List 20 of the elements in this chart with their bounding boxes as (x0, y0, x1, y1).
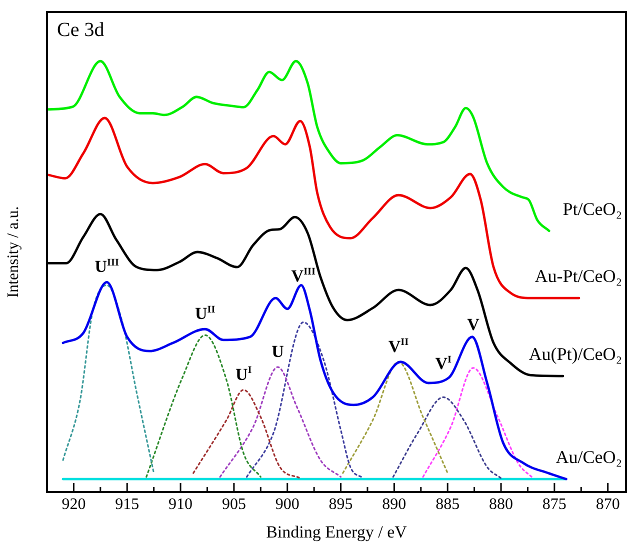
series-label: Au/CeO₂ (556, 447, 622, 468)
x-tick-label: 915 (115, 496, 140, 513)
series-label: Pt/CeO₂ (562, 198, 622, 219)
x-tick-label: 875 (542, 496, 566, 513)
annotation: V (467, 315, 480, 334)
x-tick-label: 920 (62, 496, 86, 513)
x-tick-label: 870 (596, 496, 620, 513)
x-tick-label: 880 (489, 496, 514, 513)
annotation: U (272, 342, 284, 362)
chart-title: Ce 3d (57, 19, 104, 41)
x-tick-label: 890 (382, 496, 406, 513)
series-label: Au-Pt/CeO₂ (534, 266, 622, 286)
x-tick-label: 895 (328, 496, 353, 513)
y-axis-title: Intensity / a.u. (4, 206, 22, 298)
x-axis-title: Binding Energy / eV (266, 522, 408, 542)
x-tick-label: 900 (275, 496, 300, 513)
series-label: Au(Pt)/CeO₂ (528, 344, 622, 364)
x-tick-label: 905 (222, 496, 246, 513)
x-tick-label: 910 (168, 496, 193, 513)
x-tick-label: 885 (436, 496, 460, 513)
